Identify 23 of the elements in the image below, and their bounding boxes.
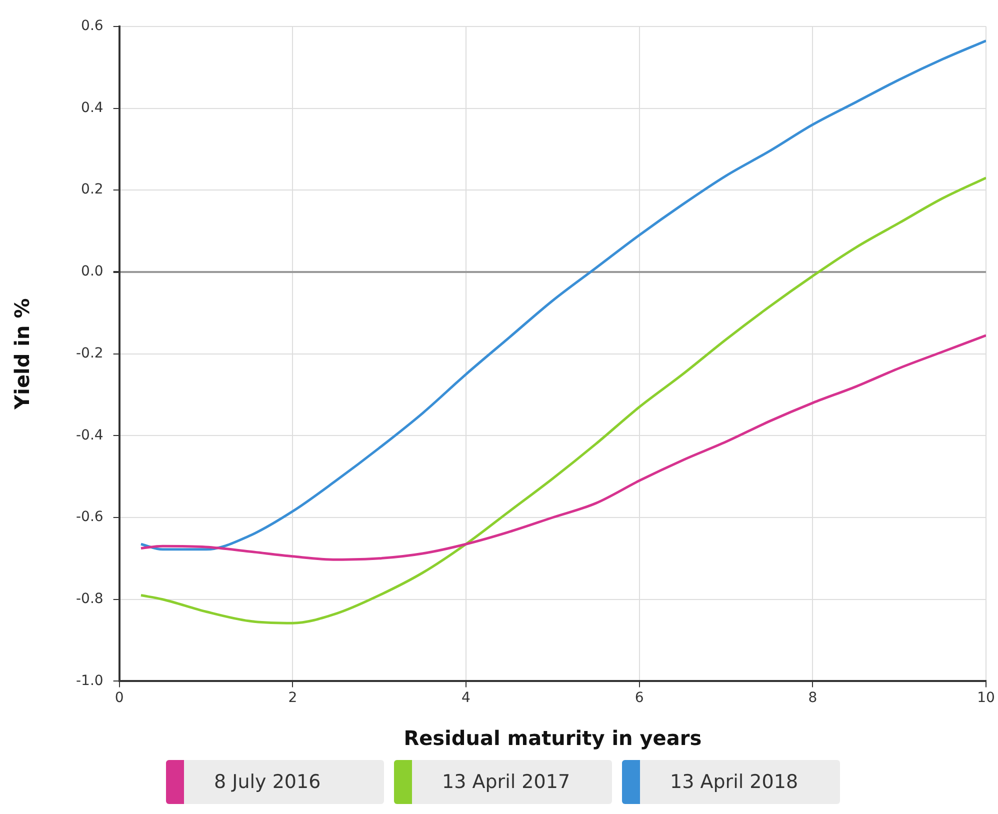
y-tick-label: 0.0 — [81, 264, 104, 280]
y-tick-label: -0.6 — [76, 509, 104, 526]
y-tick-label: -0.8 — [76, 590, 104, 607]
y-axis-title: Yield in % — [10, 298, 34, 410]
x-tick-label: 6 — [634, 690, 644, 706]
y-tick-label: 0.2 — [81, 182, 104, 198]
legend-label: 8 July 2016 — [214, 771, 321, 793]
line-series — [140, 334, 986, 561]
y-tick-label: -0.2 — [76, 345, 104, 362]
x-axis-title: Residual maturity in years — [404, 726, 702, 750]
x-tick-label: 10 — [977, 690, 995, 706]
line-series — [140, 39, 986, 551]
x-tick-label: 4 — [462, 690, 471, 706]
legend-label: 13 April 2017 — [442, 771, 570, 793]
y-tick-label: 0.6 — [81, 18, 104, 34]
x-tick-label: 0 — [114, 690, 124, 706]
y-tick-label: -1.0 — [76, 672, 104, 689]
line-series — [140, 176, 986, 624]
y-tick-label: 0.4 — [81, 100, 104, 116]
legend-label: 13 April 2018 — [670, 771, 798, 793]
y-tick-label: -0.4 — [76, 427, 104, 444]
x-tick-label: 8 — [808, 690, 818, 706]
x-tick-label: 2 — [288, 690, 298, 706]
